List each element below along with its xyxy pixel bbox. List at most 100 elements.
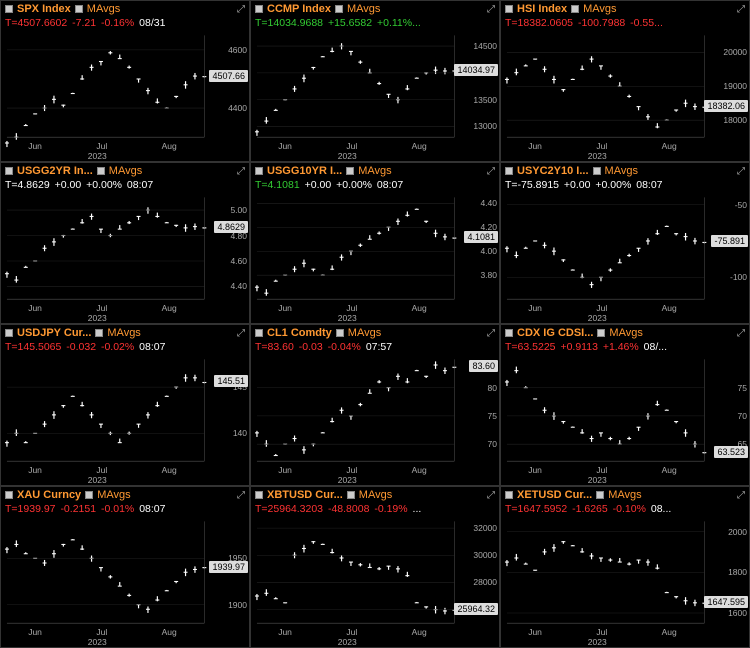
expand-icon[interactable]: ⤢ [487,490,495,501]
pct-label: +0.11%... [377,17,421,29]
checkbox-icon[interactable] [596,491,604,499]
checkbox-icon[interactable] [97,167,105,175]
value-label: T=83.60 [255,341,294,353]
checkbox-icon[interactable] [5,167,13,175]
x-tick-label: Aug [412,465,427,475]
y-tick-label: 70 [488,439,497,449]
value-label: T=4.8629 [5,179,50,191]
chart-area[interactable]: 145140145.51JunJulAug2023 [1,355,249,485]
chart-panel: XETUSD Cur... MAvgs ⤢ T=1647.5952 -1.626… [500,486,750,648]
x-tick-label: Aug [662,627,677,637]
panel-header: USDJPY Cur... MAvgs ⤢ [1,325,249,341]
expand-icon[interactable]: ⤢ [737,328,745,339]
x-tick-label: Jul [96,465,107,475]
chart-area[interactable]: -50-100-75.891JunJulAug2023 [501,193,749,323]
ticker-label: CDX IG CDSI... [517,327,593,339]
pct-label: -0.10% [613,503,646,515]
ticker-label: XAU Curncy [17,489,81,501]
mavgs-label: MAvgs [107,327,140,339]
checkbox-icon[interactable] [347,491,355,499]
chart-panel: USGG10YR I... MAvgs ⤢ T=4.1081 +0.00 +0.… [250,162,500,324]
checkbox-icon[interactable] [5,491,13,499]
checkbox-icon[interactable] [335,5,343,13]
stats-line: T=18382.0605 -100.7988 -0.55... [501,17,749,31]
ticker-label: CCMP Index [267,3,331,15]
y-tick-label: 3.80 [480,270,497,280]
time-label: 08:07 [377,179,403,191]
y-tick-label: 4.60 [230,256,247,266]
checkbox-icon[interactable] [5,5,13,13]
mavgs-label: MAvgs [109,165,142,177]
checkbox-icon[interactable] [571,5,579,13]
stats-line: T=4507.6602 -7.21 -0.16% 08/31 [1,17,249,31]
chart-area[interactable]: 5.004.804.604.404.8629JunJulAug2023 [1,193,249,323]
x-tick-label: Jun [28,303,42,313]
y-tick-label: 75 [488,411,497,421]
x-tick-label: Jul [346,465,357,475]
expand-icon[interactable]: ⤢ [487,4,495,15]
ticker-label: USGG10YR I... [267,165,342,177]
pct-label: -0.55... [630,17,663,29]
expand-icon[interactable]: ⤢ [737,4,745,15]
ticker-label: CL1 Comdty [267,327,332,339]
expand-icon[interactable]: ⤢ [237,166,245,177]
checkbox-icon[interactable] [255,5,263,13]
expand-icon[interactable]: ⤢ [487,166,495,177]
checkbox-icon[interactable] [505,167,513,175]
panel-header: CCMP Index MAvgs ⤢ [251,1,499,17]
chart-area[interactable]: 75706563.523JunJulAug2023 [501,355,749,485]
x-tick-label: Aug [662,303,677,313]
x-tick-label: Jun [28,627,42,637]
checkbox-icon[interactable] [346,167,354,175]
chart-area[interactable]: 3200030000280002600025964.32JunJulAug202… [251,517,499,647]
x-tick-label: Aug [162,141,177,151]
checkbox-icon[interactable] [85,491,93,499]
checkbox-icon[interactable] [505,491,513,499]
pct-label: -0.02% [101,341,134,353]
y-tick-label: 5.00 [230,205,247,215]
price-tag: 4.8629 [214,221,248,233]
expand-icon[interactable]: ⤢ [737,490,745,501]
chart-panel: XBTUSD Cur... MAvgs ⤢ T=25964.3203 -48.8… [250,486,500,648]
chart-area[interactable]: 20000190001800018382.06JunJulAug2023 [501,31,749,161]
checkbox-icon[interactable] [597,329,605,337]
time-label: ... [413,503,422,515]
change-label: -7.21 [72,17,96,29]
chart-area[interactable]: 4.404.204.003.804.1081JunJulAug2023 [251,193,499,323]
checkbox-icon[interactable] [75,5,83,13]
x-tick-label: Aug [412,141,427,151]
x-year-label: 2023 [338,637,357,647]
checkbox-icon[interactable] [5,329,13,337]
chart-area[interactable]: 195019001939.97JunJulAug2023 [1,517,249,647]
checkbox-icon[interactable] [505,329,513,337]
chart-area[interactable]: 460044004507.66JunJulAug2023 [1,31,249,161]
expand-icon[interactable]: ⤢ [487,328,495,339]
expand-icon[interactable]: ⤢ [237,4,245,15]
checkbox-icon[interactable] [255,491,263,499]
checkbox-icon[interactable] [95,329,103,337]
chart-area[interactable]: 1450014000135001300014034.97JunJulAug202… [251,31,499,161]
expand-icon[interactable]: ⤢ [737,166,745,177]
y-tick-label: 13000 [473,121,497,131]
y-tick-label: 4.40 [230,281,247,291]
x-tick-label: Aug [162,627,177,637]
x-tick-label: Jul [596,141,607,151]
expand-icon[interactable]: ⤢ [237,328,245,339]
x-tick-label: Jul [96,303,107,313]
y-tick-label: 13500 [473,95,497,105]
checkbox-icon[interactable] [255,167,263,175]
chart-panel: HSI Index MAvgs ⤢ T=18382.0605 -100.7988… [500,0,750,162]
chart-panel: USGG2YR In... MAvgs ⤢ T=4.8629 +0.00 +0.… [0,162,250,324]
checkbox-icon[interactable] [505,5,513,13]
change-label: -0.2151 [60,503,96,515]
checkbox-icon[interactable] [336,329,344,337]
y-tick-label: 4600 [228,45,247,55]
checkbox-icon[interactable] [593,167,601,175]
expand-icon[interactable]: ⤢ [237,490,245,501]
chart-area[interactable]: 80757083.60JunJulAug2023 [251,355,499,485]
stats-line: T=4.1081 +0.00 +0.00% 08:07 [251,179,499,193]
checkbox-icon[interactable] [255,329,263,337]
chart-area[interactable]: 2000180016001647.595JunJulAug2023 [501,517,749,647]
x-tick-label: Aug [662,465,677,475]
ticker-label: USYC2Y10 I... [517,165,589,177]
